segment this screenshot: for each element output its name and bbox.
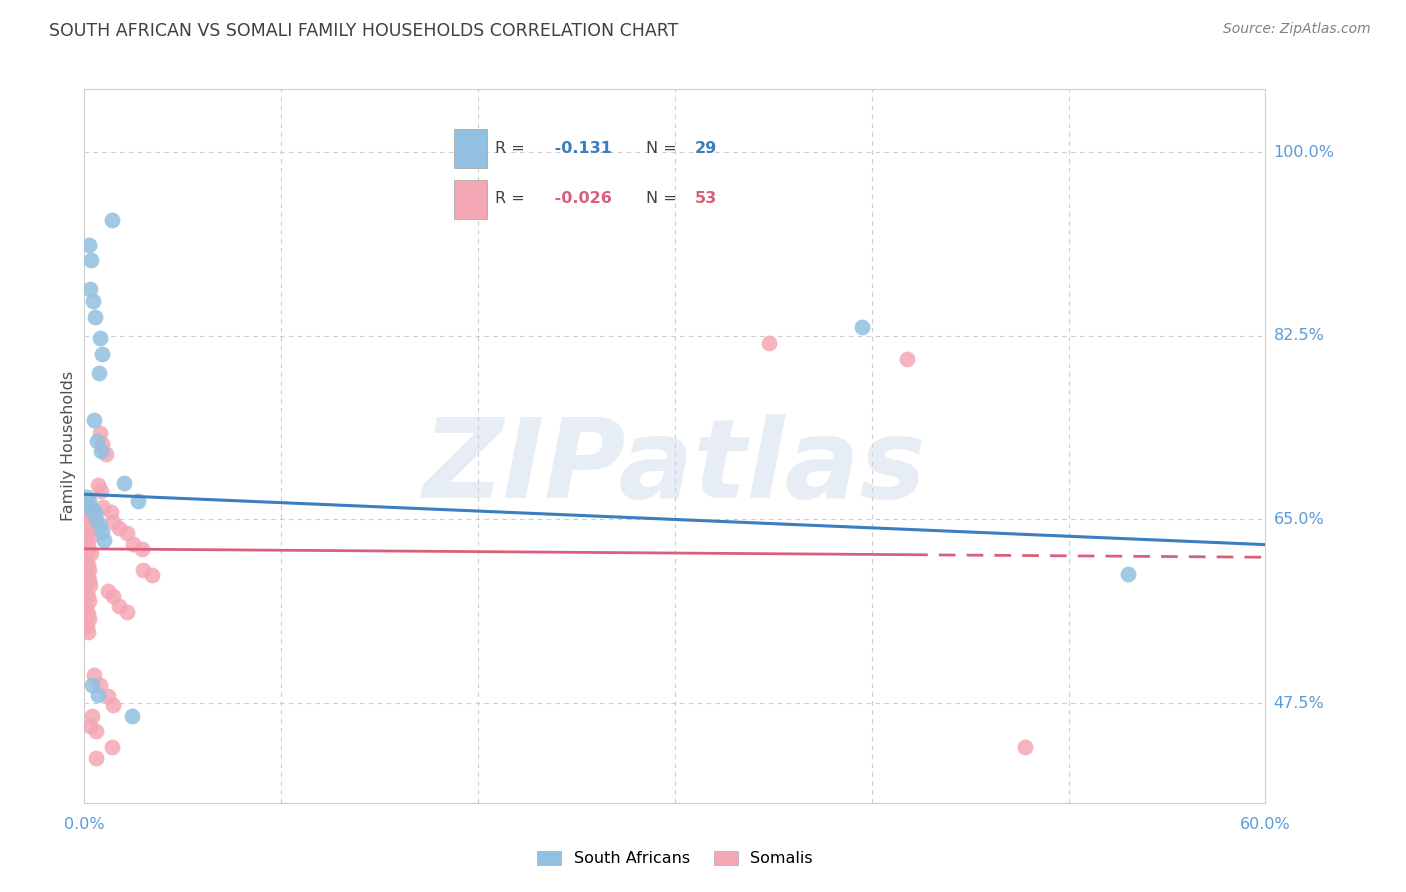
Point (79, 282, 101, 296)
Point (77, 589, 100, 603)
Point (76, 491, 98, 505)
Point (76, 619, 98, 633)
Point (131, 541, 153, 556)
Point (83, 413, 105, 427)
Point (87, 478, 110, 492)
Text: 82.5%: 82.5% (1274, 328, 1324, 343)
Point (79, 577, 101, 591)
Point (97, 583, 120, 598)
Point (121, 536, 143, 550)
Point (101, 213, 124, 227)
Point (103, 589, 125, 603)
Text: 100.0%: 100.0% (1274, 145, 1334, 160)
Point (758, 336, 780, 351)
Point (101, 515, 124, 529)
Point (112, 475, 135, 490)
Text: 47.5%: 47.5% (1274, 696, 1324, 711)
Point (77, 524, 100, 539)
Point (1116, 567, 1139, 582)
Text: ZIPatlas: ZIPatlas (423, 414, 927, 521)
Point (82, 502, 104, 516)
Point (89, 484, 111, 499)
Text: Source: ZipAtlas.com: Source: ZipAtlas.com (1223, 22, 1371, 37)
Text: 65.0%: 65.0% (1274, 512, 1324, 527)
Point (84, 512, 107, 526)
Point (84, 505, 107, 519)
Point (117, 605, 139, 619)
Point (80, 708, 103, 723)
Point (75, 552, 97, 566)
Point (82, 294, 104, 309)
Point (94, 447, 117, 461)
Point (89, 517, 111, 532)
Point (89, 426, 111, 441)
Point (77, 541, 100, 556)
Point (90, 444, 112, 458)
Point (91, 524, 114, 539)
Point (108, 599, 131, 613)
Point (132, 563, 155, 577)
Legend: South Africans, Somalis: South Africans, Somalis (537, 851, 813, 866)
Point (90, 437, 112, 451)
Point (80, 253, 103, 268)
Text: SOUTH AFRICAN VS SOMALI FAMILY HOUSEHOLDS CORRELATION CHART: SOUTH AFRICAN VS SOMALI FAMILY HOUSEHOLD… (49, 22, 679, 40)
Point (75, 583, 97, 598)
Point (82, 678, 104, 692)
Point (79, 563, 101, 577)
Point (851, 320, 873, 334)
Point (79, 510, 101, 524)
Point (127, 493, 149, 508)
Point (79, 719, 101, 733)
Point (115, 526, 138, 541)
Y-axis label: Family Households: Family Households (60, 371, 76, 521)
Point (76, 535, 98, 549)
Point (77, 607, 100, 621)
Point (91, 500, 114, 514)
Point (100, 740, 122, 755)
Point (87, 366, 111, 380)
Point (91, 346, 114, 360)
Point (75, 500, 97, 514)
Point (1014, 740, 1036, 755)
Point (108, 521, 129, 535)
Point (77, 574, 100, 588)
Point (100, 505, 122, 519)
Point (86, 434, 108, 448)
Point (121, 708, 143, 723)
Point (79, 493, 101, 508)
Point (79, 612, 101, 626)
Point (79, 594, 101, 608)
Point (87, 688, 110, 702)
Point (89, 678, 111, 692)
Point (77, 504, 100, 518)
Point (76, 567, 98, 582)
Point (89, 331, 111, 345)
Point (84, 310, 107, 324)
Point (83, 667, 105, 681)
Point (896, 351, 918, 366)
Text: 0.0%: 0.0% (65, 817, 104, 832)
Point (79, 237, 101, 252)
Text: 60.0%: 60.0% (1240, 817, 1291, 832)
Point (141, 568, 163, 582)
Point (77, 499, 100, 513)
Point (93, 533, 115, 548)
Point (75, 601, 97, 615)
Point (84, 750, 107, 764)
Point (77, 624, 100, 639)
Point (103, 698, 125, 713)
Point (77, 558, 100, 572)
Point (79, 546, 101, 560)
Point (76, 517, 98, 532)
Point (79, 530, 101, 544)
Point (84, 724, 107, 739)
Point (97, 689, 120, 703)
